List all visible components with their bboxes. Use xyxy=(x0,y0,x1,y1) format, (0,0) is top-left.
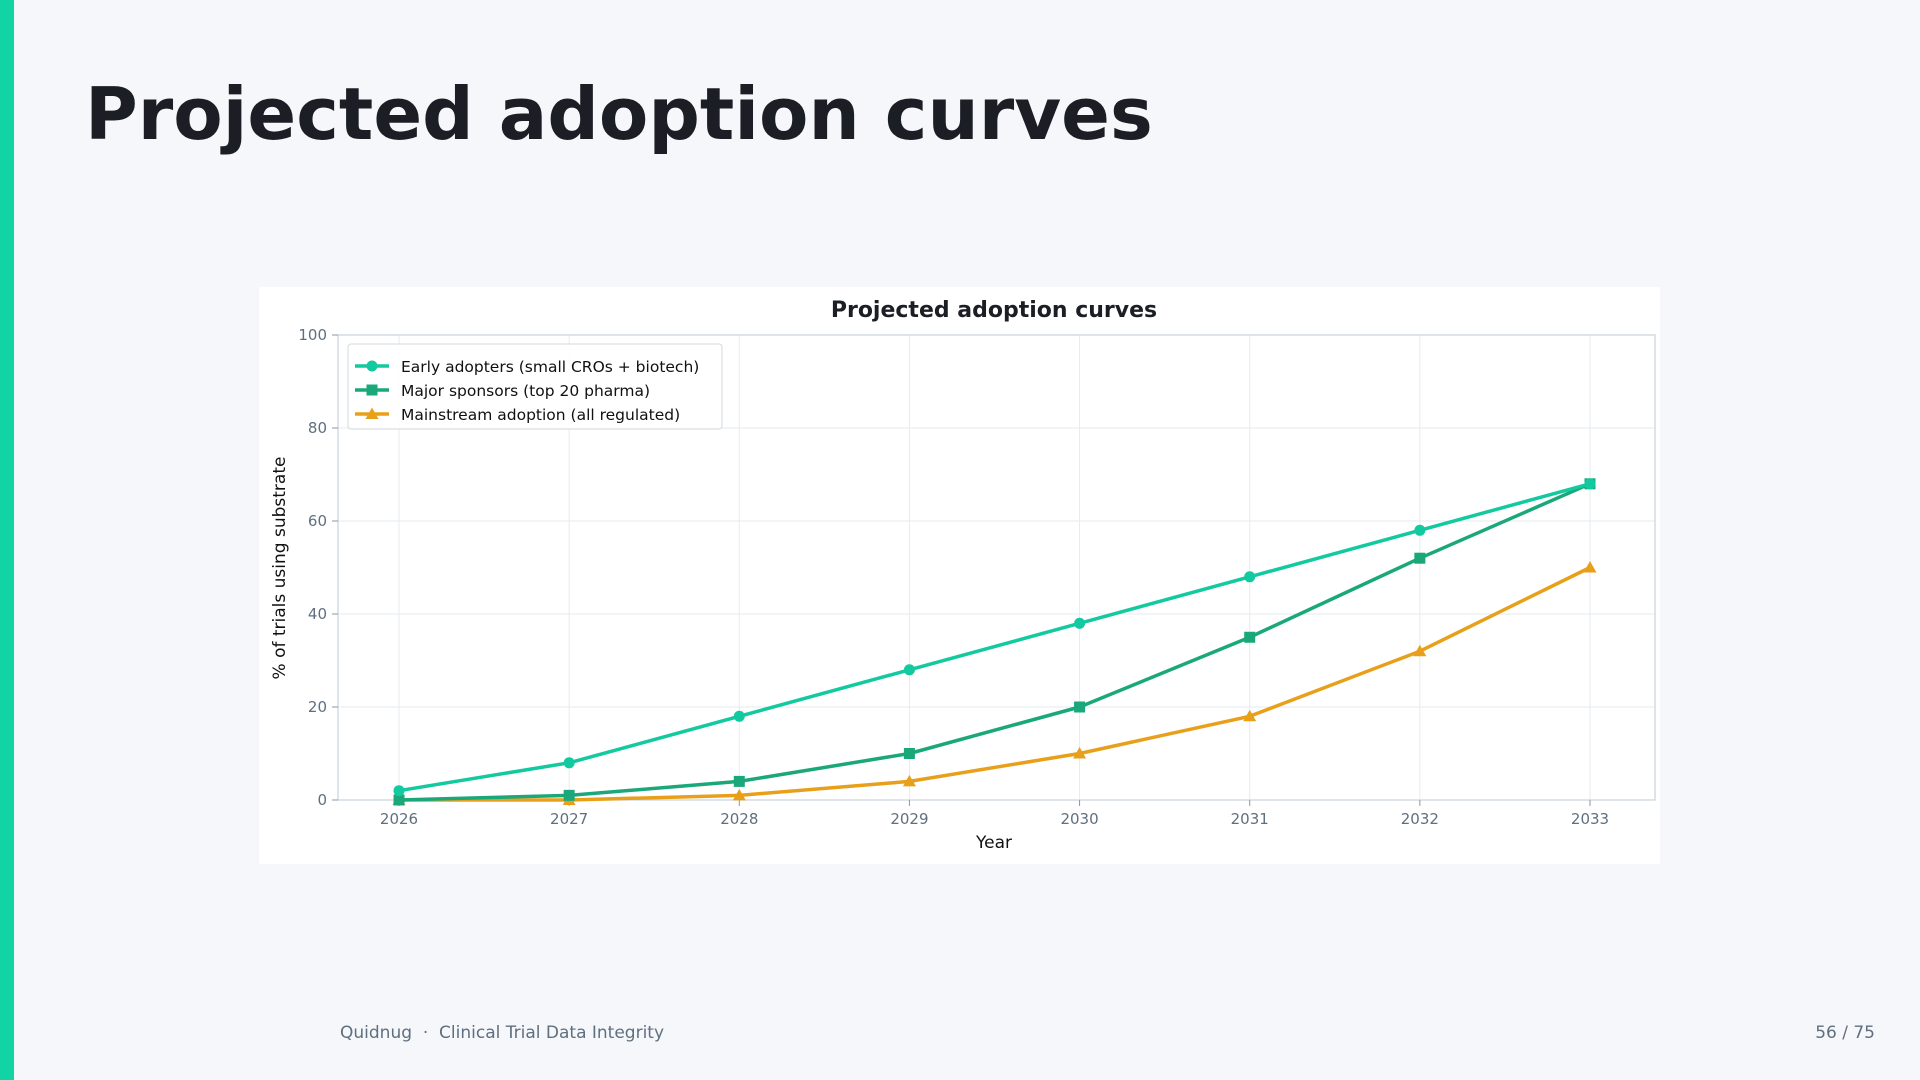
series-line xyxy=(397,482,1592,802)
legend-box xyxy=(347,343,723,430)
plot-frame xyxy=(337,334,1656,801)
data-point xyxy=(1244,631,1256,643)
x-tick-label: 2033 xyxy=(1571,810,1609,828)
axis-ticks: 0 20 40 60 80 100 2026 2027 2028 2029 2030 2031 2032… xyxy=(298,326,1609,828)
data-point xyxy=(1584,478,1596,490)
data-point xyxy=(903,664,915,676)
chart-card: Projected adoption curves 0 20 40 60 80 100 20… xyxy=(259,287,1660,864)
legend-entry: Early adopters (small CROs + biotech) xyxy=(401,358,699,376)
line-chart: Projected adoption curves 0 20 40 60 80 100 20… xyxy=(270,298,1656,853)
data-point xyxy=(365,407,379,419)
data-point xyxy=(366,384,378,396)
page-indicator: 56 / 75 xyxy=(1815,1023,1875,1043)
data-point xyxy=(1414,552,1426,564)
x-tick-label: 2026 xyxy=(380,810,418,828)
data-point xyxy=(1243,709,1257,722)
series-1 xyxy=(393,478,1596,797)
data-point xyxy=(1074,701,1086,713)
accent-bar xyxy=(0,0,14,1080)
footer-caption: Quidnug · Clinical Trial Data Integrity xyxy=(340,1023,664,1043)
data-point xyxy=(1073,747,1087,759)
chart-title: Projected adoption curves xyxy=(831,298,1157,323)
legend: Early adopters (small CROs + biotech) Maj… xyxy=(347,343,723,430)
series-layer xyxy=(392,478,1597,806)
data-point xyxy=(733,775,745,787)
data-point xyxy=(902,774,916,787)
x-tick-label: 2032 xyxy=(1401,810,1439,828)
data-point xyxy=(903,748,915,759)
y-tick-label: 100 xyxy=(298,326,327,344)
series-3 xyxy=(392,561,1597,805)
y-tick-label: 0 xyxy=(317,791,327,809)
x-tick-label: 2031 xyxy=(1231,810,1269,828)
data-point xyxy=(563,757,575,769)
data-point xyxy=(393,785,405,797)
y-tick-label: 60 xyxy=(308,512,327,530)
legend-entry: Mainstream adoption (all regulated) xyxy=(401,406,680,424)
data-point xyxy=(366,360,378,372)
data-point xyxy=(1583,561,1597,573)
page-title: Projected adoption curves xyxy=(85,72,1153,156)
x-tick-label: 2029 xyxy=(890,810,928,828)
series-line xyxy=(397,565,1592,802)
footer-brand: Quidnug xyxy=(340,1023,413,1043)
data-point xyxy=(393,794,405,806)
data-point xyxy=(732,788,746,801)
x-tick-label: 2028 xyxy=(720,810,758,828)
legend-entry: Major sponsors (top 20 pharma) xyxy=(401,382,650,400)
series-line xyxy=(397,482,1592,793)
y-tick-label: 20 xyxy=(308,698,327,716)
data-point xyxy=(1413,644,1427,657)
x-tick-label: 2030 xyxy=(1060,810,1098,828)
data-point xyxy=(1074,617,1086,629)
data-point xyxy=(563,789,575,801)
footer-separator: · xyxy=(422,1023,429,1043)
x-tick-label: 2027 xyxy=(550,810,588,828)
data-point xyxy=(733,710,745,722)
footer-topic: Clinical Trial Data Integrity xyxy=(439,1023,665,1043)
x-axis-label: Year xyxy=(975,833,1012,853)
data-point xyxy=(1414,524,1426,536)
y-tick-label: 40 xyxy=(308,605,327,623)
y-axis-label: % of trials using substrate xyxy=(270,457,290,680)
y-tick-label: 80 xyxy=(308,419,327,437)
data-point xyxy=(1244,571,1256,583)
